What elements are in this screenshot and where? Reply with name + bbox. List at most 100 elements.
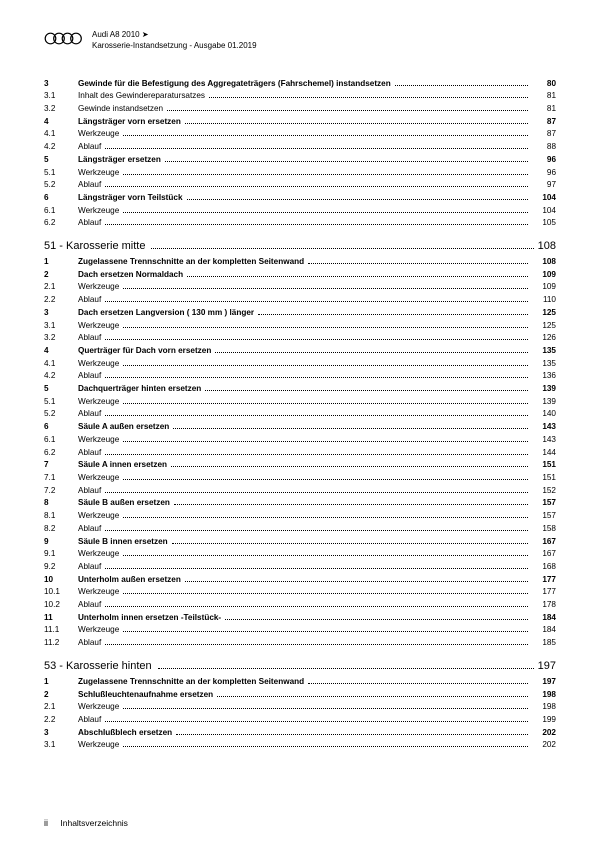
toc-entry-page: 136 [532, 370, 556, 383]
toc-entry-page: 185 [532, 637, 556, 650]
toc-entry-page: 167 [532, 536, 556, 549]
toc-entry-title: Längsträger vorn ersetzen [78, 116, 181, 129]
toc-entry-number: 2.2 [44, 714, 78, 727]
toc-entry-title: Ablauf [78, 599, 101, 612]
toc-entry-title: Gewinde für die Befestigung des Aggregat… [78, 78, 391, 91]
toc-entry: 7.2Ablauf152 [44, 485, 556, 498]
toc-entry-page: 108 [532, 256, 556, 269]
toc-dot-leader [123, 517, 528, 518]
toc-entry-number: 4.1 [44, 358, 78, 371]
toc-chapter-page: 108 [538, 240, 556, 252]
toc-entry-number: 5.2 [44, 408, 78, 421]
toc-entry: 7.1Werkzeuge151 [44, 472, 556, 485]
toc-entry-title: Werkzeuge [78, 281, 119, 294]
toc-entry-number: 4 [44, 116, 78, 129]
toc-entry-page: 109 [532, 269, 556, 282]
toc-entry-title: Werkzeuge [78, 701, 119, 714]
toc-entry: 3Gewinde für die Befestigung des Aggrega… [44, 78, 556, 91]
toc-entry: 11.2Ablauf185 [44, 637, 556, 650]
toc-entry: 6Säule A außen ersetzen143 [44, 421, 556, 434]
toc-dot-leader [258, 314, 528, 315]
toc-entry: 11.1Werkzeuge184 [44, 624, 556, 637]
toc-entry: 2.2Ablauf110 [44, 294, 556, 307]
toc-dot-leader [187, 276, 528, 277]
toc-entry-number: 6.2 [44, 447, 78, 460]
toc-entry: 3Abschlußblech ersetzen202 [44, 727, 556, 740]
toc-entry-page: 105 [532, 217, 556, 230]
toc-entry: 2.1Werkzeuge109 [44, 281, 556, 294]
toc-entry: 9.1Werkzeuge167 [44, 548, 556, 561]
toc-dot-leader [105, 301, 528, 302]
page-footer: ii Inhaltsverzeichnis [44, 818, 128, 828]
toc-dot-leader [123, 135, 528, 136]
toc-dot-leader [187, 199, 529, 200]
toc-entry: 4.1Werkzeuge135 [44, 358, 556, 371]
toc-dot-leader [105, 606, 528, 607]
toc-entry-title: Werkzeuge [78, 624, 119, 637]
toc-chapter-label: 51 - Karosserie mitte [44, 240, 145, 252]
toc-entry-page: 109 [532, 281, 556, 294]
toc-dot-leader [174, 504, 528, 505]
toc-entry-title: Längsträger vorn Teilstück [78, 192, 183, 205]
toc-entry-number: 4.1 [44, 128, 78, 141]
toc-entry-number: 6 [44, 421, 78, 434]
toc-entry-page: 135 [532, 358, 556, 371]
toc-dot-leader [205, 390, 528, 391]
toc-chapter-page: 197 [538, 660, 556, 672]
toc-entry-page: 152 [532, 485, 556, 498]
toc-dot-leader [123, 631, 528, 632]
toc-dot-leader [172, 543, 528, 544]
toc-entry-number: 8.1 [44, 510, 78, 523]
toc-entry-number: 1 [44, 676, 78, 689]
toc-entry-page: 126 [532, 332, 556, 345]
toc-entry: 3.1Inhalt des Gewindereparatursatzes81 [44, 90, 556, 103]
toc-entry-page: 96 [532, 167, 556, 180]
document-header: Audi A8 2010 ➤ Karosserie-Instandsetzung… [44, 30, 556, 52]
toc-entry-page: 184 [532, 624, 556, 637]
toc-entry: 2.2Ablauf199 [44, 714, 556, 727]
toc-dot-leader [308, 683, 528, 684]
toc-dot-leader [158, 668, 534, 669]
toc-entry-title: Unterholm innen ersetzen -Teilstück- [78, 612, 221, 625]
toc-entry: 3.1Werkzeuge125 [44, 320, 556, 333]
toc-entry: 1Zugelassene Trennschnitte an der komple… [44, 256, 556, 269]
toc-entry: 8Säule B außen ersetzen157 [44, 497, 556, 510]
toc-dot-leader [123, 212, 528, 213]
toc-entry: 3.2Gewinde instandsetzen81 [44, 103, 556, 116]
toc-entry: 5Dachquerträger hinten ersetzen139 [44, 383, 556, 396]
page-number: ii [44, 818, 48, 828]
toc-entry: 6.2Ablauf105 [44, 217, 556, 230]
toc-chapter-heading: 53 - Karosserie hinten197 [44, 660, 556, 672]
toc-entry: 2Schlußleuchtenaufnahme ersetzen198 [44, 689, 556, 702]
toc-entry-number: 11.2 [44, 637, 78, 650]
toc-entry-title: Ablauf [78, 179, 101, 192]
toc-entry-title: Werkzeuge [78, 320, 119, 333]
toc-entry-title: Ablauf [78, 485, 101, 498]
toc-entry-title: Ablauf [78, 523, 101, 536]
toc-entry-number: 5.2 [44, 179, 78, 192]
toc-entry-page: 104 [532, 205, 556, 218]
toc-entry: 3.2Ablauf126 [44, 332, 556, 345]
toc-dot-leader [185, 581, 528, 582]
toc-entry: 8.1Werkzeuge157 [44, 510, 556, 523]
toc-entry: 11Unterholm innen ersetzen -Teilstück-18… [44, 612, 556, 625]
toc-dot-leader [105, 415, 528, 416]
toc-dot-leader [215, 352, 528, 353]
toc-entry-number: 9.1 [44, 548, 78, 561]
toc-entry-number: 8 [44, 497, 78, 510]
toc-dot-leader [308, 263, 528, 264]
toc-entry-page: 198 [532, 689, 556, 702]
header-text: Audi A8 2010 ➤ Karosserie-Instandsetzung… [92, 30, 257, 52]
toc-entry-title: Werkzeuge [78, 586, 119, 599]
toc-entry-page: 81 [532, 90, 556, 103]
toc-entry-number: 9.2 [44, 561, 78, 574]
toc-dot-leader [123, 174, 528, 175]
toc-entry-page: 125 [532, 320, 556, 333]
toc-entry-page: 157 [532, 497, 556, 510]
toc-dot-leader [123, 327, 528, 328]
toc-entry: 6Längsträger vorn Teilstück104 [44, 192, 556, 205]
toc-entry-number: 6 [44, 192, 78, 205]
toc-entry-page: 139 [532, 383, 556, 396]
toc-entry: 4.2Ablauf88 [44, 141, 556, 154]
toc-dot-leader [123, 365, 528, 366]
